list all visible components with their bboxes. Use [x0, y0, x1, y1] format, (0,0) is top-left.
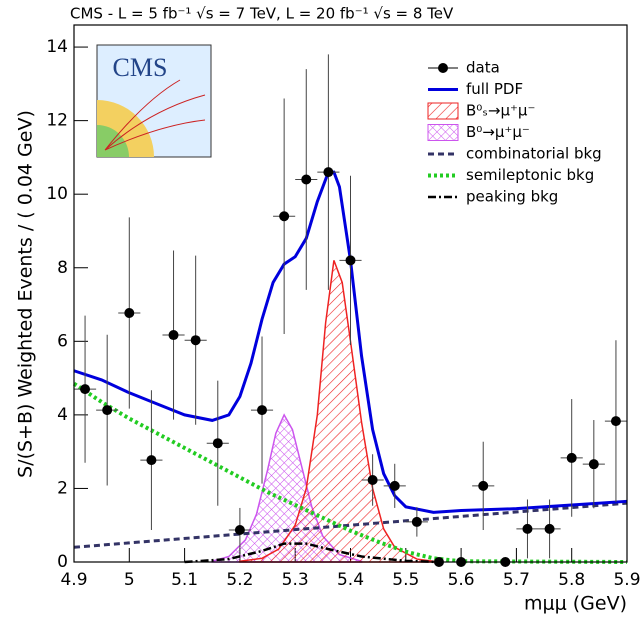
- data-point: [234, 525, 245, 536]
- y-tick-label: 6: [57, 331, 68, 351]
- y-tick-label: 14: [46, 37, 68, 57]
- chart-title: CMS - L = 5 fb⁻¹ √s = 7 TeV, L = 20 fb⁻¹…: [70, 5, 454, 23]
- x-tick-label: 5.6: [448, 570, 475, 590]
- x-tick-label: 5.7: [503, 570, 530, 590]
- y-tick-label: 4: [57, 405, 68, 425]
- data-point: [544, 523, 555, 534]
- legend-label: combinatorial bkg: [466, 145, 602, 163]
- line: [72, 381, 628, 564]
- data-point: [411, 516, 422, 527]
- y-tick-label: 2: [57, 478, 68, 498]
- y-tick-label: 10: [46, 184, 68, 204]
- data-point: [80, 384, 91, 395]
- line: [73, 170, 628, 514]
- x-tick-label: 5.2: [226, 570, 253, 590]
- x-tick-label: 5.4: [337, 570, 364, 590]
- legend-key: [427, 102, 459, 120]
- data-point: [610, 416, 621, 427]
- legend-label: B⁰ₛ→μ⁺μ⁻: [466, 102, 535, 120]
- data-point: [478, 480, 489, 491]
- data-point: [323, 167, 334, 178]
- data-point: [301, 174, 312, 185]
- data-point: [367, 474, 378, 485]
- data-point: [168, 330, 179, 341]
- x-tick-label: 5.9: [613, 570, 640, 590]
- x-tick-label: 5.1: [171, 570, 198, 590]
- legend-key: [438, 63, 448, 73]
- data-point: [522, 523, 533, 534]
- legend-label: semileptonic bkg: [466, 166, 594, 184]
- legend-label: peaking bkg: [466, 188, 558, 206]
- data-point: [345, 255, 356, 266]
- x-tick-label: 5.3: [282, 570, 309, 590]
- data-point: [566, 452, 577, 463]
- legend-label: data: [466, 59, 500, 77]
- y-tick-label: 0: [57, 552, 68, 572]
- legend-key: [427, 124, 459, 141]
- data-point: [279, 211, 290, 222]
- line: [184, 542, 440, 564]
- line: [73, 501, 628, 549]
- legend-label: full PDF: [466, 80, 523, 98]
- data-point: [588, 459, 599, 470]
- logo-text: CMS: [113, 53, 168, 82]
- y-tick-label: 12: [46, 111, 68, 131]
- x-axis-label: mμμ (GeV): [524, 593, 627, 615]
- data-point: [257, 405, 268, 416]
- data-point: [102, 405, 113, 416]
- logo: CMS: [96, 44, 212, 158]
- x-tick-label: 5.8: [558, 570, 585, 590]
- data-point: [146, 455, 157, 466]
- x-tick-label: 5.5: [392, 570, 419, 590]
- x-tick-label: 4.9: [60, 570, 87, 590]
- area: [239, 260, 440, 563]
- y-tick-label: 8: [57, 258, 68, 278]
- data-point: [190, 335, 201, 346]
- logo-tracks: [104, 79, 206, 151]
- data-point: [212, 438, 223, 449]
- x-tick-label: 5: [124, 570, 135, 590]
- plot-frame: [73, 24, 628, 563]
- legend-label: B⁰→μ⁺μ⁻: [466, 123, 530, 141]
- data-point: [389, 480, 400, 491]
- data-point: [124, 307, 135, 318]
- y-axis-label: S/(S+B) Weighted Events / ( 0.04 GeV): [15, 110, 37, 478]
